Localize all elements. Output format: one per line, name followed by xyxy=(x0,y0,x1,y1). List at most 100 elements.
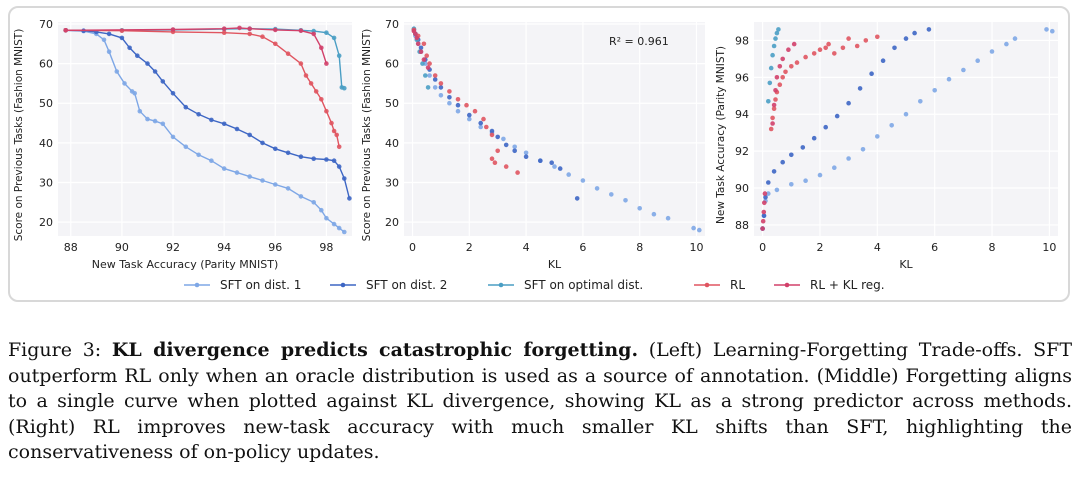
data-point-sft-on-dist-2 xyxy=(538,158,543,163)
data-point-rl-kl-reg xyxy=(63,28,68,33)
data-point-rl-kl-reg xyxy=(773,88,778,93)
data-point-sft-on-dist-2 xyxy=(834,113,840,119)
data-point-sft-on-dist-1 xyxy=(875,134,880,139)
data-point-rl xyxy=(846,36,851,41)
data-point-sft-on-dist-2 xyxy=(298,154,304,159)
data-point-rl xyxy=(438,81,444,86)
data-point-rl xyxy=(823,45,828,51)
data-point-rl xyxy=(495,148,501,154)
data-point-sft-on-optimal-dist xyxy=(774,30,780,36)
data-point-sft-on-dist-1 xyxy=(774,187,780,193)
data-point-rl-kl-reg xyxy=(761,209,767,215)
data-point-sft-on-dist-2 xyxy=(455,102,461,108)
x-tick-label: 6 xyxy=(931,241,938,254)
caption-rest: (Left) Learning-Forgetting Trade-offs. S… xyxy=(8,339,1072,463)
y-tick-label: 70 xyxy=(385,18,399,31)
y-tick-label: 40 xyxy=(385,137,399,150)
series-line-rl-kl-reg xyxy=(65,27,328,64)
data-point-rl xyxy=(811,51,817,56)
data-point-sft-on-optimal-dist xyxy=(420,61,425,66)
data-point-sft-on-dist-1 xyxy=(697,227,702,233)
data-point-sft-on-dist-2 xyxy=(135,53,140,58)
data-point-sft-on-dist-1 xyxy=(106,49,112,54)
data-point-rl xyxy=(826,41,831,47)
data-point-rl-kl-reg xyxy=(247,26,252,32)
data-point-sft-on-dist-2 xyxy=(247,132,252,138)
y-tick-label: 70 xyxy=(39,18,53,31)
caption-prefix: Figure 3: xyxy=(8,339,112,361)
data-point-sft-on-dist-1 xyxy=(447,100,452,106)
data-point-rl-kl-reg xyxy=(762,191,768,196)
data-point-rl xyxy=(503,164,509,169)
x-tick-label: 88 xyxy=(64,241,78,254)
y-tick-label: 50 xyxy=(385,97,399,110)
legend-marker xyxy=(340,282,346,288)
data-point-sft-on-dist-2 xyxy=(478,120,484,126)
data-point-sft-on-dist-2 xyxy=(331,158,337,163)
data-point-sft-on-optimal-dist xyxy=(768,65,774,71)
data-point-sft-on-dist-2 xyxy=(574,196,580,201)
y-tick-label: 98 xyxy=(735,34,749,47)
x-tick-label: 0 xyxy=(759,241,766,254)
data-point-sft-on-dist-1 xyxy=(501,136,506,142)
data-point-rl xyxy=(783,69,788,75)
data-point-sft-on-dist-2 xyxy=(892,45,897,51)
data-point-sft-on-dist-2 xyxy=(209,117,214,123)
x-tick-label: 4 xyxy=(523,241,530,254)
data-point-rl xyxy=(303,73,309,78)
data-point-sft-on-optimal-dist xyxy=(770,52,775,58)
data-point-rl xyxy=(780,75,785,80)
data-point-sft-on-dist-1 xyxy=(160,121,166,127)
data-point-sft-on-dist-1 xyxy=(691,225,696,231)
data-point-rl-kl-reg xyxy=(425,65,431,70)
data-point-sft-on-dist-1 xyxy=(145,116,150,122)
data-point-rl xyxy=(794,60,800,65)
data-point-sft-on-optimal-dist xyxy=(331,35,337,41)
data-point-sft-on-dist-2 xyxy=(342,176,347,181)
data-point-rl xyxy=(427,61,432,66)
data-point-sft-on-dist-2 xyxy=(447,95,452,100)
data-point-sft-on-dist-1 xyxy=(478,124,484,130)
x-tick-label: 2 xyxy=(466,241,473,254)
data-point-sft-on-dist-1 xyxy=(946,76,952,82)
data-point-sft-on-dist-2 xyxy=(823,124,828,130)
data-point-rl xyxy=(273,41,278,47)
legend-label: SFT on optimal dist. xyxy=(524,278,643,292)
data-point-sft-on-dist-2 xyxy=(523,154,529,159)
data-point-sft-on-dist-1 xyxy=(247,174,252,179)
y-tick-label: 94 xyxy=(735,108,749,121)
data-point-sft-on-dist-1 xyxy=(651,211,657,217)
data-point-sft-on-dist-1 xyxy=(803,178,808,183)
data-point-rl-kl-reg xyxy=(777,64,783,69)
y-axis-label: Score on Previous Tasks (Fashion MNIST) xyxy=(361,29,373,242)
y-tick-label: 92 xyxy=(735,145,749,158)
y-tick-label: 60 xyxy=(385,58,399,71)
data-point-rl xyxy=(455,97,461,102)
data-point-sft-on-dist-2 xyxy=(761,213,767,218)
data-point-sft-on-dist-2 xyxy=(763,195,768,200)
data-point-sft-on-dist-2 xyxy=(221,121,227,127)
data-point-sft-on-dist-2 xyxy=(771,169,777,174)
data-point-rl xyxy=(221,30,227,35)
data-point-sft-on-dist-1 xyxy=(846,156,851,161)
data-point-sft-on-dist-2 xyxy=(106,31,112,37)
data-point-sft-on-dist-1 xyxy=(319,207,324,213)
data-point-rl xyxy=(832,51,837,56)
data-point-sft-on-dist-2 xyxy=(285,150,291,156)
data-point-sft-on-dist-1 xyxy=(122,81,127,86)
data-point-sft-on-dist-1 xyxy=(817,172,823,178)
legend-marker xyxy=(704,282,710,288)
data-point-sft-on-dist-2 xyxy=(432,77,438,82)
data-point-sft-on-dist-2 xyxy=(800,145,806,150)
data-point-sft-on-dist-1 xyxy=(903,111,909,117)
data-point-rl-kl-reg xyxy=(770,121,775,126)
data-point-sft-on-dist-1 xyxy=(1050,28,1055,34)
data-point-sft-on-optimal-dist xyxy=(423,73,428,78)
data-point-rl xyxy=(319,97,324,102)
data-point-sft-on-dist-1 xyxy=(285,186,291,191)
data-point-sft-on-optimal-dist xyxy=(425,85,431,90)
data-point-rl-kl-reg xyxy=(418,49,424,54)
data-point-rl xyxy=(424,53,430,58)
y-tick-label: 90 xyxy=(735,182,749,195)
data-point-sft-on-dist-1 xyxy=(1044,27,1049,32)
